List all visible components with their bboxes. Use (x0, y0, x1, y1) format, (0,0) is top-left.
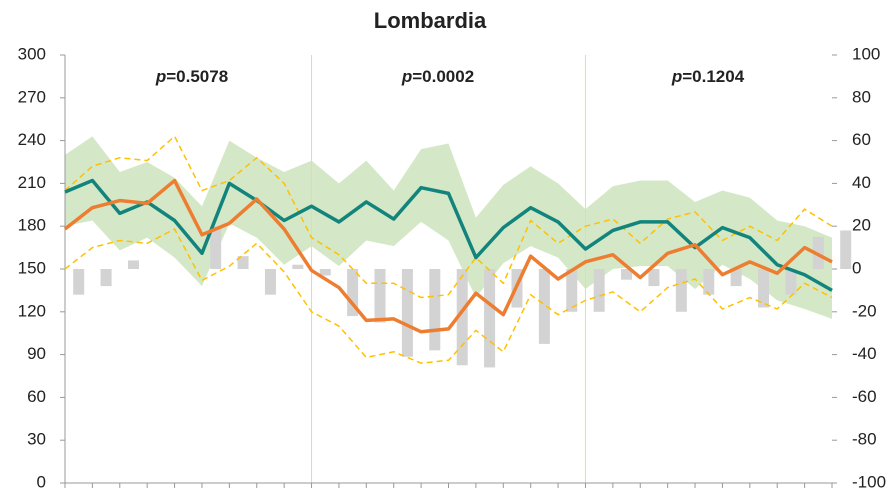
y2-tick-label: 20 (852, 216, 871, 235)
y2-tick-label: 60 (852, 130, 871, 149)
bar (538, 269, 550, 344)
bar (840, 230, 852, 269)
y-tick-label: 240 (18, 130, 46, 149)
y-tick-label: 60 (27, 387, 46, 406)
chart-title: Lombardia (374, 8, 487, 33)
line (63, 178, 833, 334)
bar (566, 269, 578, 312)
bar (675, 269, 687, 312)
line (64, 178, 833, 292)
y2-tick-label: -40 (852, 344, 877, 363)
bar (237, 256, 249, 269)
y-tick-label: 180 (18, 216, 46, 235)
bar (456, 269, 468, 366)
bar (374, 269, 386, 323)
y2-tick-label: -60 (852, 387, 877, 406)
bar (730, 269, 742, 287)
bar (758, 269, 770, 308)
bar (785, 269, 797, 295)
y-tick-label: 90 (27, 344, 46, 363)
y-tick-label: 120 (18, 301, 46, 320)
bar (593, 269, 605, 312)
y2-tick-label: -20 (852, 301, 877, 320)
annotation: p=0.0002 (401, 67, 474, 86)
annotation: p=0.5078 (155, 67, 228, 86)
bar (319, 269, 331, 276)
bar (347, 269, 359, 317)
bar (127, 260, 139, 269)
y2-tick-label: 80 (852, 87, 871, 106)
bar (73, 269, 85, 295)
bar (401, 269, 413, 357)
bar (484, 269, 496, 368)
y-tick-label: 210 (18, 173, 46, 192)
bar (429, 269, 441, 351)
bar (648, 269, 660, 287)
y-tick-label: 300 (18, 44, 46, 63)
y2-tick-label: -100 (852, 472, 886, 491)
bar (621, 269, 633, 280)
y2-tick-label: 40 (852, 173, 871, 192)
bar (264, 269, 276, 295)
dashed-line (64, 135, 833, 299)
y2-tick-label: 0 (852, 258, 861, 277)
y-tick-label: 0 (37, 472, 46, 491)
confidence-band (65, 136, 832, 319)
y-tick-label: 150 (18, 258, 46, 277)
bar (210, 226, 222, 269)
y-tick-label: 30 (27, 430, 46, 449)
y-tick-label: 270 (18, 87, 46, 106)
bar (100, 269, 112, 287)
y2-tick-label: -80 (852, 430, 877, 449)
annotation: p=0.1204 (671, 67, 745, 86)
y2-tick-label: 100 (852, 44, 880, 63)
bar (292, 264, 304, 269)
bar (703, 269, 715, 295)
dashed-line (64, 228, 833, 364)
